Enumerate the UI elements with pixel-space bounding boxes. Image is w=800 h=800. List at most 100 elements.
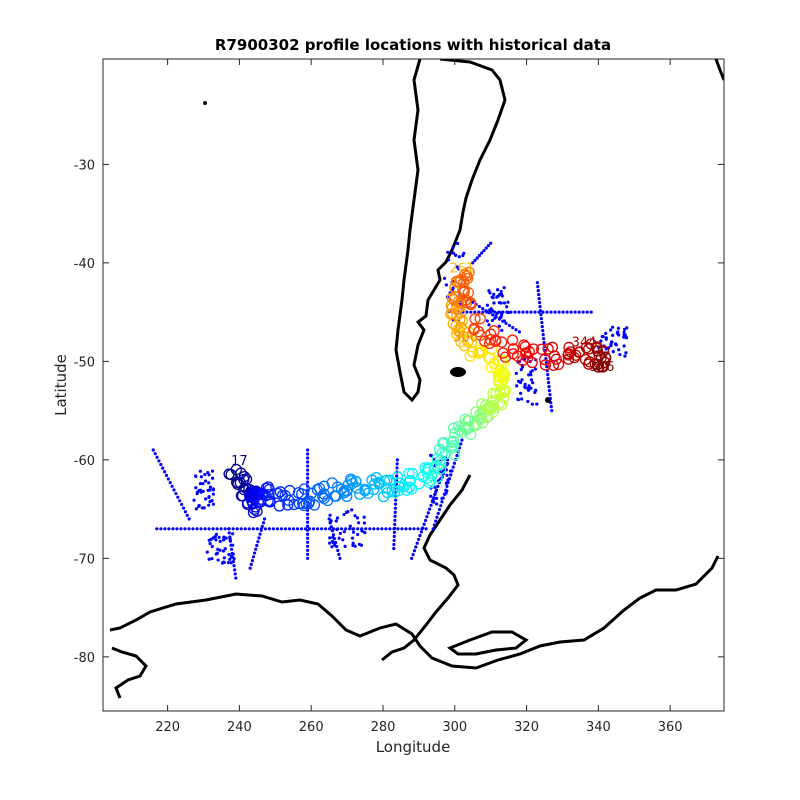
historical-point xyxy=(230,547,234,551)
profile-marker xyxy=(467,346,479,358)
historical-point xyxy=(342,512,346,517)
historical-point xyxy=(306,528,310,532)
historical-point xyxy=(417,537,421,542)
historical-point xyxy=(161,466,165,470)
historical-point xyxy=(306,520,310,524)
historical-point xyxy=(151,448,155,452)
historical-point xyxy=(599,339,603,343)
historical-point xyxy=(434,496,439,500)
coastline-west-antarctica xyxy=(111,646,148,699)
historical-point xyxy=(404,527,408,531)
profile-marker xyxy=(341,490,353,503)
historical-point xyxy=(295,527,300,531)
x-tick-label: 320 xyxy=(514,720,539,735)
historical-point xyxy=(275,527,279,531)
historical-point xyxy=(306,452,310,456)
historical-point xyxy=(372,527,376,531)
historical-point xyxy=(342,530,346,534)
historical-point xyxy=(488,291,492,295)
historical-point xyxy=(536,284,540,289)
historical-point xyxy=(306,480,310,484)
historical-point xyxy=(191,527,195,531)
historical-point xyxy=(440,500,444,504)
historical-point xyxy=(395,462,399,466)
historical-point xyxy=(444,481,448,485)
profile-marker xyxy=(454,321,467,333)
historical-point xyxy=(541,332,545,337)
profile-marker xyxy=(464,428,477,441)
historical-point xyxy=(392,546,396,551)
historical-point xyxy=(201,482,205,486)
profile-marker xyxy=(308,499,321,511)
historical-point xyxy=(363,530,367,535)
historical-point xyxy=(511,325,515,330)
historical-point xyxy=(162,470,167,474)
historical-point xyxy=(291,527,296,531)
historical-point xyxy=(477,310,481,314)
historical-point xyxy=(213,534,217,539)
historical-point xyxy=(451,251,456,255)
historical-point xyxy=(155,455,159,459)
historical-point xyxy=(460,438,464,442)
historical-point xyxy=(533,367,538,371)
historical-point xyxy=(514,371,518,375)
historical-point xyxy=(153,452,157,456)
historical-point xyxy=(513,310,517,314)
historical-point xyxy=(422,522,426,526)
historical-point xyxy=(492,301,496,305)
historical-point xyxy=(436,484,440,488)
profile-marker xyxy=(546,341,559,353)
historical-point xyxy=(502,286,506,290)
historical-point xyxy=(425,515,429,519)
historical-point xyxy=(535,280,539,285)
historical-point xyxy=(618,352,622,357)
historical-point xyxy=(473,258,477,263)
historical-point xyxy=(231,527,235,531)
historical-point xyxy=(306,532,310,536)
y-tick-label: -30 xyxy=(74,158,95,173)
historical-point xyxy=(609,328,613,332)
profile-marker xyxy=(562,349,574,361)
historical-point xyxy=(187,527,191,531)
profile-marker xyxy=(238,470,251,483)
historical-point xyxy=(222,556,226,560)
historical-point xyxy=(338,556,342,560)
historical-point xyxy=(523,382,527,386)
profile-marker xyxy=(591,345,604,357)
x-axis: 220 240 260 280 300 320 340 360 xyxy=(155,59,683,735)
historical-point xyxy=(412,549,417,553)
historical-point xyxy=(538,304,542,309)
profile-marker xyxy=(593,349,605,362)
historical-point xyxy=(267,527,271,531)
historical-point xyxy=(545,364,549,369)
historical-point xyxy=(233,572,237,576)
historical-point xyxy=(514,328,518,332)
profile-marker xyxy=(487,406,499,418)
historical-point xyxy=(434,489,438,493)
historical-point xyxy=(487,323,491,327)
historical-point xyxy=(251,527,255,531)
historical-point xyxy=(331,535,335,539)
historical-point xyxy=(541,328,545,333)
historical-point xyxy=(395,458,399,462)
historical-point xyxy=(311,527,316,531)
historical-point xyxy=(364,527,368,531)
historical-point xyxy=(494,313,498,318)
profile-marker xyxy=(434,463,447,475)
historical-point xyxy=(211,502,216,506)
historical-point xyxy=(199,475,204,479)
profile-marker xyxy=(499,351,512,363)
historical-point xyxy=(340,527,344,531)
historical-point xyxy=(218,539,222,543)
historical-point xyxy=(604,337,608,341)
historical-point xyxy=(617,333,621,337)
y-axis-label: Latitude xyxy=(52,354,70,416)
historical-point xyxy=(258,532,262,536)
profile-marker xyxy=(406,467,419,480)
historical-point xyxy=(306,448,310,452)
historical-point xyxy=(164,473,169,478)
historical-point xyxy=(178,499,182,503)
historical-point xyxy=(392,538,396,543)
historical-point xyxy=(622,344,626,348)
historical-point xyxy=(218,548,222,552)
